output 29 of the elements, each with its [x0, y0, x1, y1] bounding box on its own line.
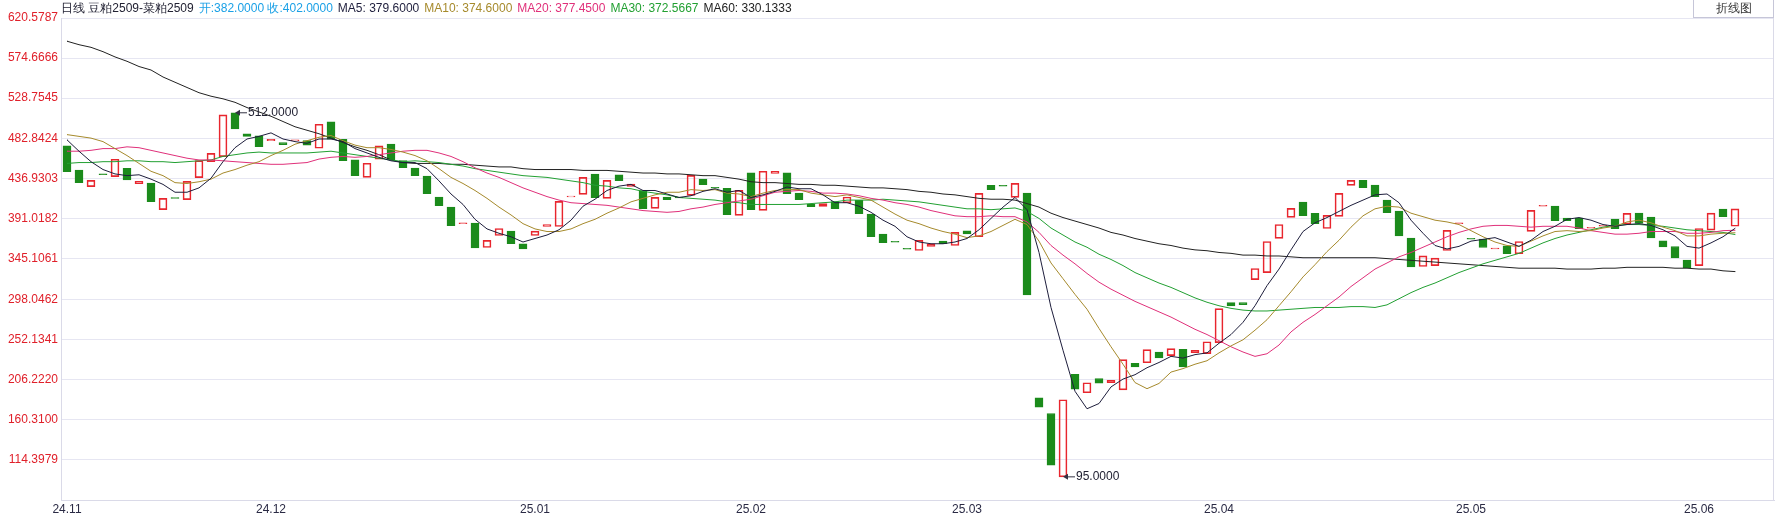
text: MA5: 379.6000: [337, 1, 420, 15]
text: MA30: 372.5667: [610, 1, 699, 15]
x-tick-label: 25.01: [519, 501, 551, 514]
x-tick-label: 25.03: [951, 501, 983, 514]
text: MA20: 377.4500: [517, 1, 606, 15]
x-tick-label: 25.06: [1683, 501, 1715, 514]
chart-title: 日线 豆粕2509-菜粕2509: [61, 1, 194, 15]
x-tick-label: 24.11: [52, 501, 82, 514]
y-tick-label: 345.1061: [7, 250, 59, 265]
y-tick-label: 160.3100: [7, 412, 59, 427]
x-tick-label: 25.04: [1203, 501, 1235, 514]
y-tick-label: 114.3979: [8, 452, 59, 467]
y-tick-label: 391.0182: [7, 210, 59, 225]
x-tick-label: 25.02: [735, 501, 767, 514]
y-tick-label: 620.5787: [7, 10, 59, 25]
chart-subtitle: 开:382.0000 收:402.0000: [198, 1, 333, 15]
y-tick-label: 206.2220: [7, 372, 59, 387]
x-tick-label: 24.12: [255, 501, 287, 514]
y-tick-label: 482.8424: [7, 130, 59, 145]
y-tick-label: 574.6666: [7, 50, 59, 65]
y-tick-label: 298.0462: [7, 291, 59, 306]
y-tick-label: 436.9303: [7, 170, 59, 185]
view-toggle-button: 折线图: [1693, 0, 1774, 18]
x-tick-label: 25.05: [1455, 501, 1487, 514]
y-tick-label: 252.1341: [7, 331, 59, 346]
annotation: 95.0000: [1076, 469, 1120, 484]
y-tick-label: 528.7545: [7, 90, 59, 105]
text: MA60: 330.1333: [703, 1, 792, 15]
text: MA10: 374.6000: [424, 1, 513, 15]
